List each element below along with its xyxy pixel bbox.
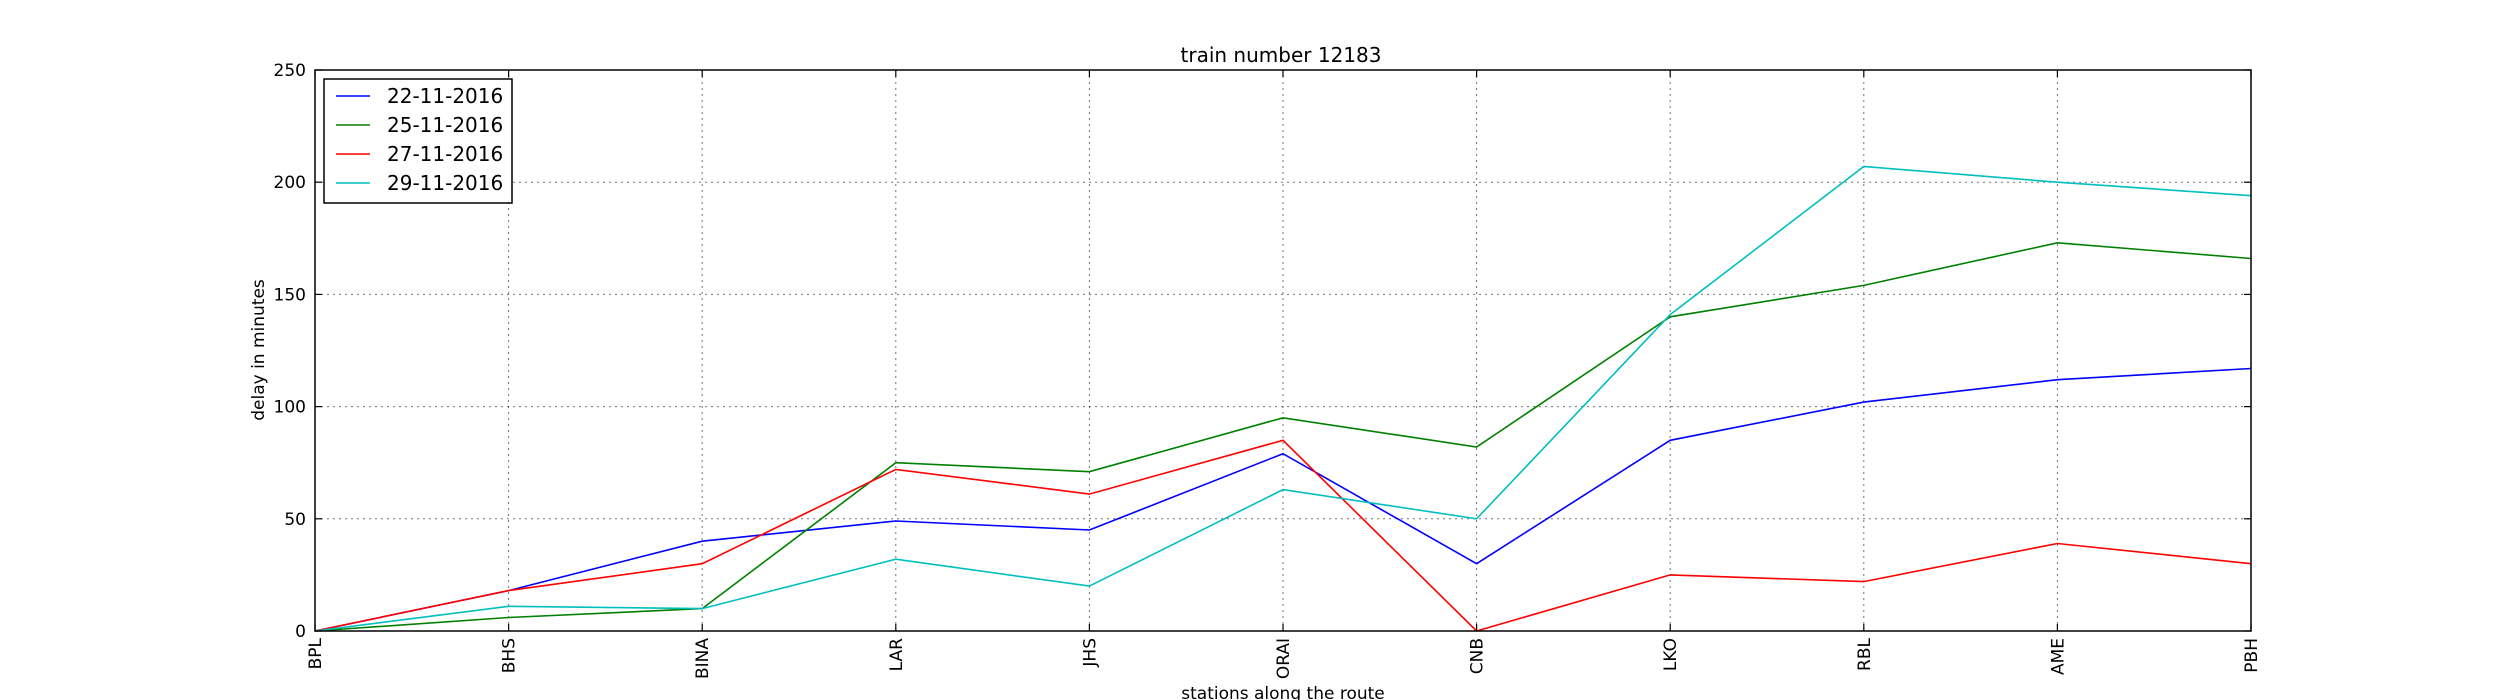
x-tick-label: JHS: [1080, 638, 1100, 668]
series-lines: [314, 165, 2252, 632]
x-tick-label: ORAI: [1274, 638, 1294, 679]
x-tick-label: BINA: [693, 638, 713, 679]
x-tick-label: BHS: [500, 638, 520, 673]
x-tick-label: RBL: [1855, 637, 1875, 670]
legend-label: 29-11-2016: [387, 171, 503, 195]
x-tick-label: CNB: [1468, 638, 1488, 674]
y-tick-label: 0: [295, 622, 306, 642]
legend-label: 27-11-2016: [387, 142, 503, 166]
x-axis-title: stations along the route: [1181, 684, 1385, 700]
series-line-25-11-2016: [314, 241, 2252, 632]
x-tick-label: BPL: [306, 637, 326, 669]
chart-title: train number 12183: [1181, 43, 1382, 67]
y-tick-label: 200: [274, 173, 306, 193]
x-tick-label: LKO: [1661, 638, 1681, 671]
y-axis-title: delay in minutes: [249, 279, 269, 421]
x-tick-label: PBH: [2242, 638, 2262, 673]
x-axis-ticks: BPL BHS BINA LAR JHS ORAI CNB LKO RBL AME PBH: [306, 70, 2262, 679]
grid: [315, 70, 2251, 631]
series-line-29-11-2016: [314, 165, 2252, 632]
legend-label: 25-11-2016: [387, 113, 503, 137]
x-tick-label: AME: [2048, 638, 2068, 675]
legend: 22-11-2016 25-11-2016 27-11-2016 29-11-2016: [323, 78, 513, 204]
y-tick-label: 250: [274, 61, 306, 81]
y-tick-label: 100: [274, 398, 306, 418]
y-tick-label: 50: [284, 510, 306, 530]
series-line-27-11-2016: [314, 439, 2252, 632]
y-axis-ticks: 0 50 100 150 200 250: [274, 61, 2251, 642]
y-tick-label: 150: [274, 285, 306, 305]
legend-label: 22-11-2016: [387, 84, 503, 108]
x-tick-label: LAR: [887, 638, 907, 671]
series-line-22-11-2016: [314, 367, 2252, 632]
